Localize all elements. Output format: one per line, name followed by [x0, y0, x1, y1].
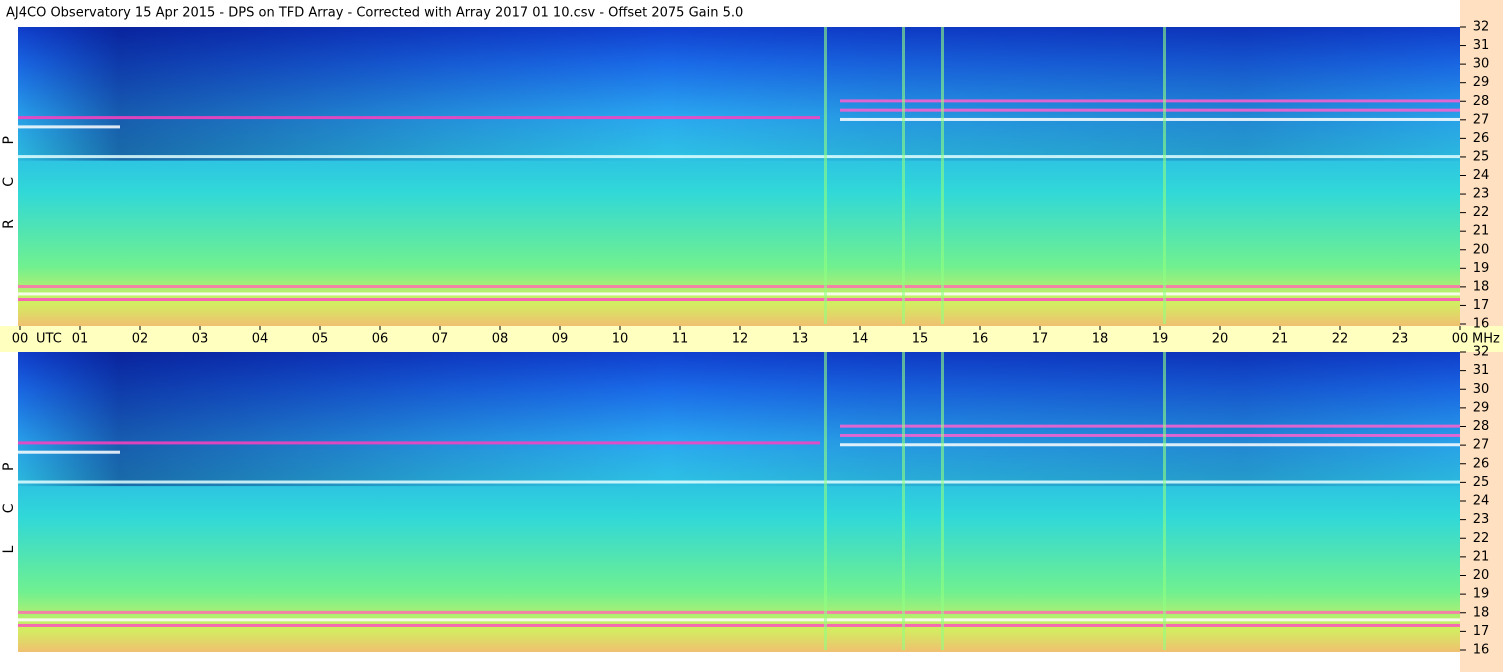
x-tick-label: 08	[492, 332, 509, 347]
y-tick-label: 19	[1473, 587, 1490, 602]
vertical-line	[902, 27, 905, 324]
band	[18, 623, 1460, 627]
panel-label: R C P	[1, 122, 17, 229]
vertical-line	[824, 27, 827, 324]
y-tick-label: 20	[1473, 242, 1490, 257]
y-tick-label: 28	[1473, 94, 1490, 109]
x-tick-label: 06	[372, 332, 389, 347]
y-tick-label: 28	[1473, 419, 1490, 434]
y-tick-label: 22	[1473, 205, 1490, 220]
y-tick-label: 26	[1473, 456, 1490, 471]
x-tick-label: 10	[612, 332, 629, 347]
spectrogram-shade	[18, 27, 1460, 161]
y-tick-label: 20	[1473, 568, 1490, 583]
time-bar	[0, 326, 1503, 352]
x-tick-label: 13	[792, 332, 809, 347]
y-tick-label: 24	[1473, 168, 1490, 183]
x-axis-label: UTC	[36, 332, 62, 347]
y-tick-label: 24	[1473, 494, 1490, 509]
y-tick-label: 16	[1473, 643, 1490, 658]
y-tick-label: 17	[1473, 298, 1490, 313]
chart-title: AJ4CO Observatory 15 Apr 2015 - DPS on T…	[6, 6, 743, 21]
vertical-line	[1163, 27, 1166, 324]
band	[18, 125, 120, 129]
x-tick-label: 00	[12, 332, 29, 347]
x-tick-label: 03	[192, 332, 209, 347]
band	[18, 480, 1460, 484]
x-tick-label: 19	[1152, 332, 1169, 347]
y-tick-label: 23	[1473, 187, 1490, 202]
x-tick-label: 02	[132, 332, 149, 347]
y-tick-label: 19	[1473, 261, 1490, 276]
y-tick-label: 17	[1473, 624, 1490, 639]
x-tick-label: 23	[1392, 332, 1409, 347]
spectrogram-shade	[18, 352, 1460, 487]
panel-label: L C P	[1, 449, 17, 554]
band	[18, 450, 120, 454]
x-tick-label: 00	[1452, 332, 1469, 347]
vertical-line	[902, 352, 905, 650]
y-tick-label: 27	[1473, 112, 1490, 127]
x-tick-label: 18	[1092, 332, 1109, 347]
x-tick-label: 05	[312, 332, 329, 347]
x-tick-label: 04	[252, 332, 269, 347]
y-tick-label: 26	[1473, 131, 1490, 146]
y-tick-label: 29	[1473, 75, 1490, 90]
x-tick-label: 20	[1212, 332, 1229, 347]
y-tick-label: 21	[1473, 224, 1490, 239]
x-tick-label: 09	[552, 332, 569, 347]
y-tick-label: 22	[1473, 531, 1490, 546]
band	[840, 443, 1460, 447]
band	[18, 292, 1460, 296]
y-tick-label: 21	[1473, 549, 1490, 564]
vertical-line	[941, 27, 944, 324]
band	[840, 117, 1460, 121]
y-tick-label: 30	[1473, 382, 1490, 397]
y-tick-label: 32	[1473, 20, 1490, 35]
y-tick-label: 30	[1473, 57, 1490, 72]
x-tick-label: 12	[732, 332, 749, 347]
y-tick-label: 25	[1473, 475, 1490, 490]
y-tick-label: 32	[1473, 345, 1490, 360]
y-axis-label: MHz	[1472, 332, 1500, 347]
y-tick-label: 18	[1473, 279, 1490, 294]
x-tick-label: 15	[912, 332, 929, 347]
band	[18, 610, 1460, 614]
band	[840, 108, 1460, 112]
y-tick-label: 18	[1473, 605, 1490, 620]
vertical-line	[824, 352, 827, 650]
y-tick-label: 29	[1473, 400, 1490, 415]
x-tick-label: 22	[1332, 332, 1349, 347]
x-tick-label: 14	[852, 332, 869, 347]
x-tick-label: 21	[1272, 332, 1289, 347]
band	[18, 298, 1460, 302]
y-tick-label: 31	[1473, 363, 1490, 378]
band	[18, 285, 1460, 289]
y-tick-label: 16	[1473, 317, 1490, 332]
x-tick-label: 11	[672, 332, 689, 347]
y-tick-label: 25	[1473, 149, 1490, 164]
band	[18, 116, 820, 120]
x-tick-label: 16	[972, 332, 989, 347]
band	[18, 618, 1460, 622]
band	[18, 441, 820, 445]
x-tick-label: 01	[72, 332, 89, 347]
y-tick-label: 27	[1473, 438, 1490, 453]
vertical-line	[941, 352, 944, 650]
band	[840, 433, 1460, 437]
vertical-line	[1163, 352, 1166, 650]
band	[840, 99, 1460, 103]
y-tick-label: 23	[1473, 512, 1490, 527]
y-tick-label: 31	[1473, 38, 1490, 53]
x-tick-label: 17	[1032, 332, 1049, 347]
x-tick-label: 07	[432, 332, 449, 347]
band	[840, 424, 1460, 428]
band	[18, 155, 1460, 159]
